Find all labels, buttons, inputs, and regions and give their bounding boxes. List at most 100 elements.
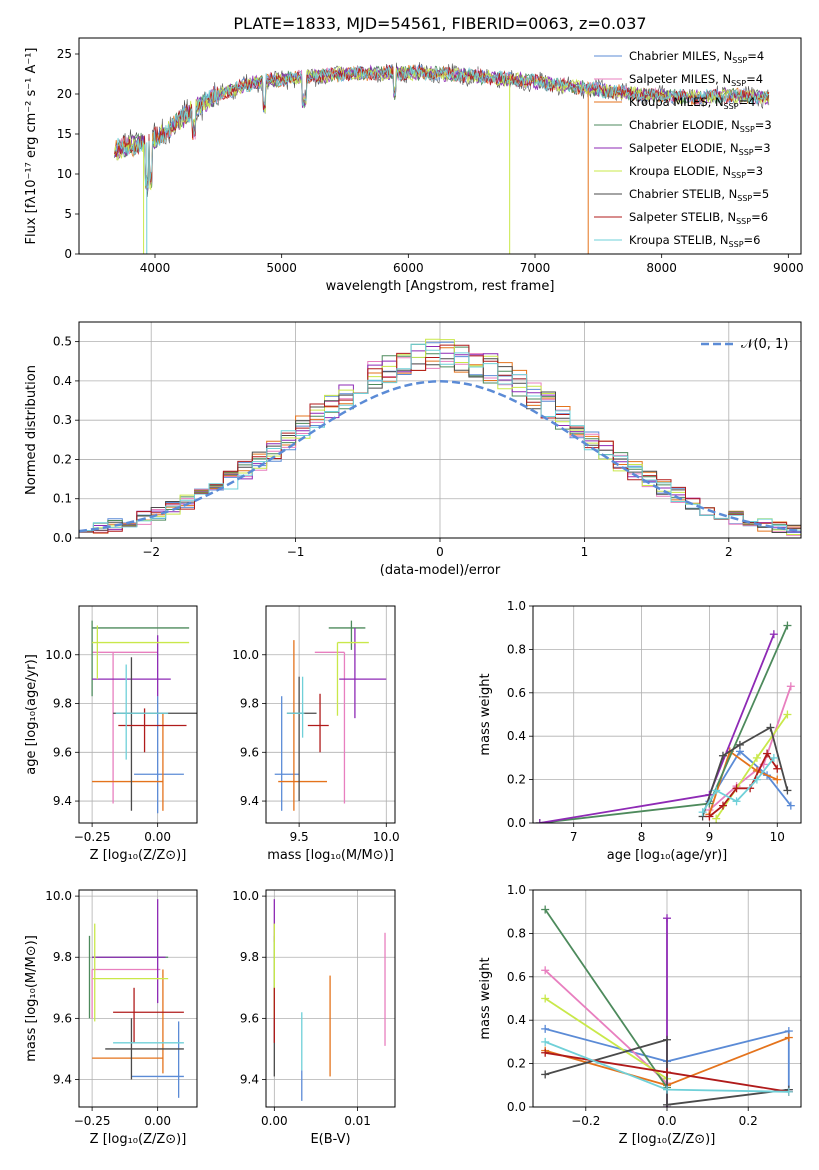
normal-curve	[79, 380, 801, 533]
y-tick-label: 5	[64, 207, 72, 221]
histogram-series	[79, 338, 801, 535]
weight-series	[544, 997, 668, 1080]
plot-body	[274, 620, 387, 811]
x-tick-label: 0.00	[144, 830, 171, 844]
y-tick-label: 0.8	[507, 926, 526, 940]
axes-frame	[78, 605, 198, 824]
y-tick-label: 9.4	[240, 794, 259, 808]
y-tick-label: 20	[57, 87, 72, 101]
x-tick-label: 9	[706, 830, 714, 844]
axes-frame	[265, 605, 396, 824]
x-axis-label: wavelength [Angstrom, rest frame]	[326, 279, 555, 294]
figure-title: PLATE=1833, MJD=54561, FIBERID=0063, z=0…	[233, 14, 646, 33]
y-tick-label: 0.1	[53, 492, 72, 506]
x-tick-label: 1	[581, 545, 589, 559]
plot-body	[79, 338, 801, 536]
y-axis-label: Normed distribution	[24, 365, 39, 495]
weight-series	[708, 751, 779, 818]
x-tick-label: −0.25	[74, 1114, 111, 1128]
y-tick-label: 9.8	[240, 950, 259, 964]
y-tick-label: 9.4	[240, 1072, 259, 1086]
x-tick-label: 0	[436, 545, 444, 559]
y-tick-label: 25	[57, 47, 72, 61]
x-tick-label: −0.25	[74, 830, 111, 844]
x-tick-label: 5000	[266, 261, 297, 275]
weight-series	[701, 726, 789, 817]
weight-series	[539, 633, 775, 823]
histogram-series	[79, 343, 801, 532]
y-axis-label: Flux [fλ10⁻¹⁷ erg cm⁻² s⁻¹ A⁻¹]	[24, 48, 39, 245]
charts: 4000 5000 6000 7000 8000 90000510152025wavele…	[24, 37, 804, 1147]
plot-residuals: −2 −1 0 1 2 0.0 0.1 0.2 0.3 0.4 0.5 (data-model)/er…	[24, 321, 802, 578]
x-tick-label: 0.0	[657, 1114, 676, 1128]
y-axis-label: age [log₁₀(age/yr)]	[24, 654, 39, 775]
axes-frame	[265, 889, 396, 1108]
x-tick-label: 7	[570, 830, 578, 844]
y-tick-label: 9.6	[53, 1011, 72, 1025]
plot-body	[114, 62, 770, 254]
legend-label: 𝒩(0, 1)	[741, 337, 788, 352]
x-axis-label: Z [log₁₀(Z/Z⊙)]	[619, 1132, 716, 1147]
y-tick-label: 15	[57, 127, 72, 141]
x-tick-label: 8	[638, 830, 646, 844]
y-tick-label: 1.0	[507, 599, 526, 613]
plot-body	[535, 621, 795, 823]
x-axis-label: age [log₁₀(age/yr)]	[607, 848, 728, 863]
axes-frame	[532, 889, 802, 1108]
y-tick-label: 0.5	[53, 335, 72, 349]
x-tick-label: 7000	[520, 261, 551, 275]
x-tick-label: −0.2	[571, 1114, 600, 1128]
legend-label: Kroupa ELODIE, NSSP=3	[629, 164, 763, 180]
y-tick-label: 9.4	[53, 1072, 72, 1086]
plot-body	[273, 899, 386, 1101]
y-axis-label: mass [log₁₀(M/M⊙)]	[24, 935, 39, 1062]
plot-weight_vs_Z: −0.2 0.0 0.2 0.0 0.2 0.4 0.6 0.8 1.0 Z [log₁₀(Z/Z…	[478, 883, 802, 1147]
x-tick-label: 9000	[773, 261, 804, 275]
plot-age_vs_Z: −0.25 0.00 9.4 9.6 9.8 10.0 Z [log₁₀(Z/Z⊙)] age…	[24, 605, 198, 863]
legend-label: Chabrier STELIB, NSSP=5	[629, 187, 769, 203]
weight-series	[544, 969, 668, 1084]
plot-body	[541, 905, 793, 1107]
legend-label: Salpeter STELIB, NSSP=6	[629, 210, 768, 226]
y-tick-label: 9.8	[240, 697, 259, 711]
y-tick-label: 10.0	[45, 889, 72, 903]
y-tick-label: 0.4	[507, 1013, 526, 1027]
y-tick-label: 1.0	[507, 883, 526, 897]
y-tick-label: 0.2	[507, 1057, 526, 1071]
y-tick-label: 0	[64, 247, 72, 261]
x-tick-label: 2	[725, 545, 733, 559]
y-tick-label: 10.0	[45, 648, 72, 662]
y-axis-label: mass weight	[478, 957, 493, 1039]
x-tick-label: −1	[287, 545, 305, 559]
y-tick-label: 0.8	[507, 642, 526, 656]
legend-label: Kroupa STELIB, NSSP=6	[629, 233, 760, 249]
axes-frame	[78, 37, 802, 255]
histogram-series	[79, 341, 801, 533]
y-tick-label: 0.2	[507, 773, 526, 787]
x-tick-label: 0.00	[144, 1114, 171, 1128]
legend-label: Salpeter ELODIE, NSSP=3	[629, 141, 771, 157]
legend-label: Kroupa MILES, NSSP=4	[629, 95, 755, 111]
weight-series	[544, 908, 668, 1089]
x-tick-label: 10	[770, 830, 785, 844]
x-tick-label: 0.00	[261, 1114, 288, 1128]
weight-series	[539, 625, 789, 823]
y-tick-label: 10.0	[232, 889, 259, 903]
plot-spectrum: 4000 5000 6000 7000 8000 9000 0 5 10 15 20 25 wavele…	[24, 37, 804, 294]
plot-weight_vs_age: 7 8 9 10 0.0 0.2 0.4 0.6 0.8 1.0 age [log₁₀(age/yr…	[478, 599, 802, 863]
y-tick-label: 9.8	[53, 950, 72, 964]
spectrum-series	[114, 65, 769, 189]
y-tick-label: 0.4	[53, 374, 72, 388]
axes-frame	[78, 321, 802, 539]
plot-mass_vs_ebv: 0.00 0.01 9.4 9.6 9.8 10.0 E(B-V)	[232, 889, 396, 1147]
y-tick-label: 9.6	[53, 745, 72, 759]
y-tick-label: 0.4	[507, 729, 526, 743]
legend-label: Salpeter MILES, NSSP=4	[629, 72, 763, 88]
y-tick-label: 0.0	[507, 816, 526, 830]
axes-frame	[532, 605, 802, 824]
x-tick-label: 0.01	[344, 1114, 371, 1128]
axes-frame	[78, 889, 198, 1108]
x-tick-label: 4000	[140, 261, 171, 275]
x-tick-label: 6000	[393, 261, 424, 275]
